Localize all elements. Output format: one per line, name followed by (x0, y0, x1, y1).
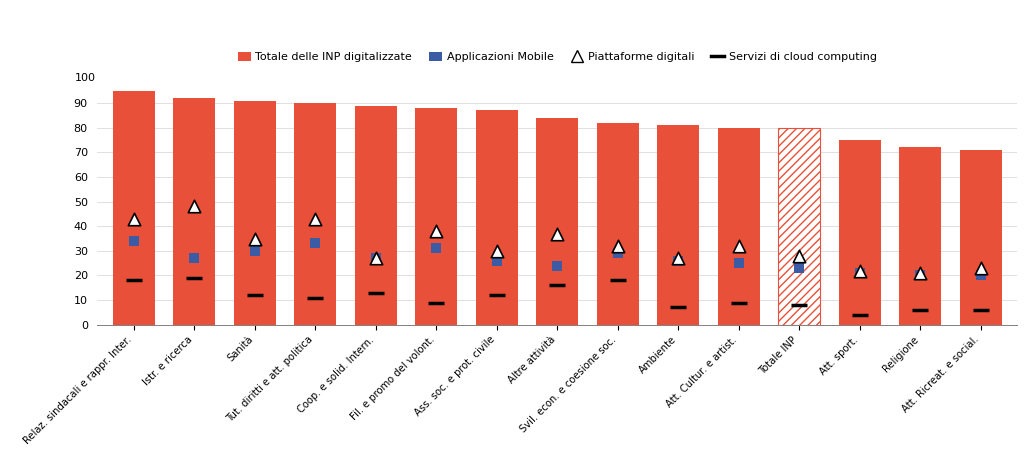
Bar (113, 91, 155, 325)
Point (247, 247, 263, 255)
Point (609, 250, 626, 257)
Bar (475, 111, 518, 325)
Bar (415, 108, 458, 325)
Point (973, 265, 989, 272)
Point (852, 267, 868, 274)
Bar (294, 103, 337, 325)
Legend: Totale delle INP digitalizzate, Applicazioni Mobile, Piattaforme digitali, Servi: Totale delle INP digitalizzate, Applicaz… (238, 52, 877, 63)
Bar (899, 147, 941, 325)
Point (730, 242, 746, 250)
Point (792, 252, 808, 260)
Point (549, 262, 565, 269)
Point (126, 237, 142, 245)
Bar (354, 106, 397, 325)
Point (428, 227, 444, 235)
Bar (597, 123, 639, 325)
Bar (778, 128, 820, 325)
Bar (537, 118, 579, 325)
Bar (959, 150, 1001, 325)
Point (792, 265, 808, 272)
Point (973, 272, 989, 279)
Point (609, 242, 626, 250)
Bar (657, 125, 699, 325)
Bar (233, 101, 275, 325)
Point (730, 260, 746, 267)
Point (186, 203, 203, 210)
Point (368, 255, 384, 262)
Point (428, 245, 444, 252)
Point (670, 257, 686, 264)
Point (186, 255, 203, 262)
Point (488, 257, 505, 264)
Bar (173, 98, 215, 325)
Point (247, 235, 263, 242)
Point (549, 230, 565, 237)
Bar (718, 128, 760, 325)
Point (368, 255, 384, 262)
Point (912, 270, 929, 277)
Point (488, 247, 505, 255)
Point (307, 240, 324, 247)
Point (852, 270, 868, 277)
Point (126, 215, 142, 222)
Bar (839, 140, 881, 325)
Point (912, 272, 929, 279)
Point (670, 255, 686, 262)
Text: 100: 100 (76, 73, 96, 83)
Point (307, 215, 324, 222)
